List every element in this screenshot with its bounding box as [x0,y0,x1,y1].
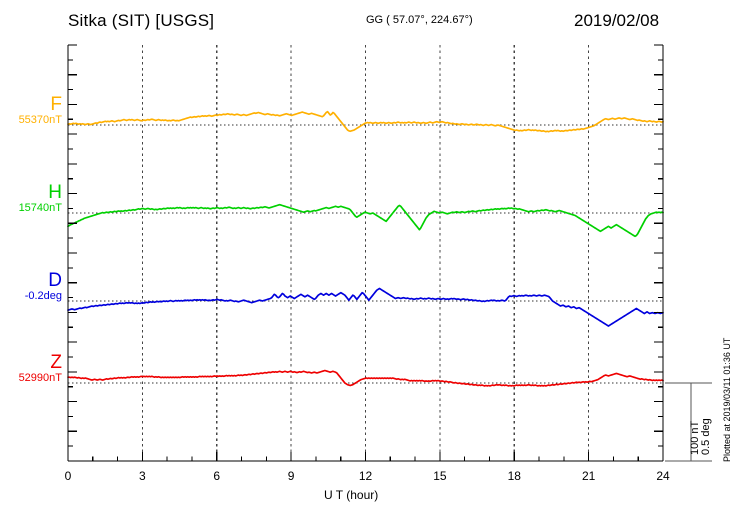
x-tick-label: 24 [656,469,670,483]
baseline-layer [68,124,663,384]
component-letter-z: Z [50,352,62,373]
component-letter-f: F [50,94,62,115]
plot-credit: Plotted at 2019/03/11 01:36 UT [722,337,730,462]
geographic-coordinates: GG ( 57.07°, 224.67°) [366,14,473,26]
component-label-d: D -0.2deg [0,271,62,303]
component-letter-h: H [48,182,62,203]
date-label: 2019/02/08 [574,11,660,30]
axis-ticks [67,44,664,462]
x-tick-label: 9 [287,469,295,483]
scale-bar [665,382,712,462]
x-tick-label: 3 [139,469,146,483]
component-letter-d: D [48,270,62,291]
trace-layer [67,110,664,387]
component-baseline-h: 15740nT [18,202,62,214]
x-tick-label: 15 [433,469,447,483]
grid-layer [141,45,664,461]
x-tick-label: 21 [581,469,596,483]
x-tick-label: 6 [213,469,221,483]
station-title: Sitka (SIT) [USGS] [68,11,215,30]
component-label-z: Z 52990nT [0,353,62,385]
component-baseline-z: 52990nT [18,372,62,384]
component-baseline-d: -0.2deg [24,290,62,302]
x-tick-label: 18 [507,469,521,483]
x-axis-title: U T (hour) [324,488,379,502]
x-tick-label: 12 [358,469,373,483]
component-baseline-f: 55370nT [18,114,62,126]
x-tick-label: 0 [64,469,72,483]
component-label-h: H 15740nT [0,183,62,215]
scale-bar-deg-label: 0.5 deg [700,418,712,455]
component-label-f: F 55370nT [0,95,62,127]
